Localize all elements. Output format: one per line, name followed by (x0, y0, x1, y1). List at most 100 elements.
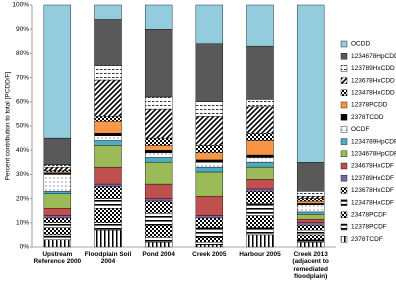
x-tick-label: Creek 2005 (192, 251, 227, 258)
legend-label: 1234678HpCDF (351, 151, 396, 158)
legend-label: 12378PCDD (351, 102, 388, 109)
legend-swatch (340, 126, 348, 133)
bar-segment (43, 227, 72, 236)
bar-segment (246, 166, 274, 180)
legend-label: OCDD (351, 41, 370, 48)
legend-swatch (340, 101, 348, 109)
bar-segment (43, 166, 72, 171)
legend-swatch (340, 77, 348, 84)
bar-segment (246, 234, 274, 248)
bar-segment (296, 4, 325, 163)
legend-swatch (340, 174, 348, 182)
bar-segment (296, 229, 325, 236)
y-tick-label: 10% (16, 220, 29, 227)
bar-segment (195, 241, 224, 245)
bar-segment (43, 164, 72, 168)
bar-segment (296, 222, 325, 226)
bar-segment (246, 188, 274, 192)
bar-segment (144, 137, 173, 146)
bar-segment (195, 166, 224, 173)
y-tick-label: 70% (16, 74, 29, 81)
bar-segment (144, 183, 173, 199)
bar-segment (195, 195, 224, 216)
bar-segment (296, 191, 325, 197)
bar-segment (195, 215, 224, 219)
bar-segment (144, 145, 173, 151)
bar-segment (43, 193, 72, 209)
bar-segment (43, 174, 72, 192)
legend-label: 123678HxCDD (351, 77, 395, 84)
legend-swatch (340, 53, 348, 60)
legend-label: 23478PCDF (351, 212, 387, 219)
legend-swatch (340, 40, 348, 48)
bar-segment (43, 239, 72, 248)
bar-segment (94, 229, 122, 248)
y-tick-label: 90% (16, 26, 29, 33)
bar-segment (94, 116, 122, 122)
bar-segment (144, 212, 173, 226)
bar-segment (144, 4, 173, 30)
bar-segment (246, 4, 274, 47)
bar-segment (246, 99, 274, 107)
x-tick-label: Upstream Reference 2000 (33, 251, 82, 266)
bar-segment (43, 208, 72, 216)
legend-label: 123478HxCDD (351, 90, 395, 97)
bar-segment (94, 135, 122, 141)
legend-label: OCDF (351, 126, 369, 133)
legend-label: 123678HxCDF (351, 187, 394, 194)
bar-segment (296, 162, 325, 192)
bar-segment (246, 154, 274, 158)
bar-segment (144, 149, 173, 153)
bar-segment (296, 241, 325, 248)
bar-segment (144, 96, 173, 110)
bar-segment (296, 225, 325, 231)
bar-segment (296, 211, 325, 215)
bar-segment (195, 101, 224, 117)
legend-swatch (340, 162, 348, 170)
bar-segment (195, 162, 224, 168)
bar-segment (94, 208, 122, 223)
x-tick-label: Pond 2004 (142, 251, 175, 258)
bar-segment (144, 198, 173, 202)
bar-segment (43, 4, 72, 139)
bar-segment (94, 79, 122, 117)
bar-segment (144, 237, 173, 243)
bar-segment (43, 191, 72, 194)
bar-segment (195, 227, 224, 238)
x-tick-label: Creek 2013 (adjacent to remediated flood… (292, 251, 329, 281)
bar-segment (94, 186, 122, 199)
bar-segment (246, 140, 274, 156)
legend-swatch (340, 199, 348, 206)
bar-segment (246, 203, 274, 216)
bar-segment (144, 225, 173, 238)
bar-segment (94, 145, 122, 168)
bar-segment (195, 217, 224, 228)
bar-segment (144, 29, 173, 98)
bar-segment (94, 198, 122, 209)
bar-segment (43, 222, 72, 228)
bar-segment (94, 120, 122, 134)
legend-swatch (340, 211, 348, 219)
bar-segment (94, 133, 122, 136)
bar-segment (246, 191, 274, 204)
legend-label: 123478HxCDF (351, 199, 394, 206)
legend-swatch (340, 235, 348, 243)
bar-segment (144, 108, 173, 139)
bar-segment (195, 152, 224, 161)
bar-segment (296, 200, 325, 204)
legend-label: 2378TCDF (351, 236, 383, 243)
bar-segment (296, 198, 325, 202)
legend-swatch (340, 150, 348, 158)
legend-label: 1234678HpCDD (351, 53, 396, 60)
bar-segment (94, 4, 122, 20)
y-tick-label: 20% (16, 195, 29, 202)
bar-segment (144, 200, 173, 214)
bar-segment (94, 140, 122, 146)
bar-segment (246, 227, 274, 236)
bar-segment (94, 166, 122, 185)
bar-segment (195, 145, 224, 153)
bar-segment (144, 157, 173, 163)
y-tick-label: 40% (16, 147, 29, 154)
bar-segment (144, 152, 173, 158)
